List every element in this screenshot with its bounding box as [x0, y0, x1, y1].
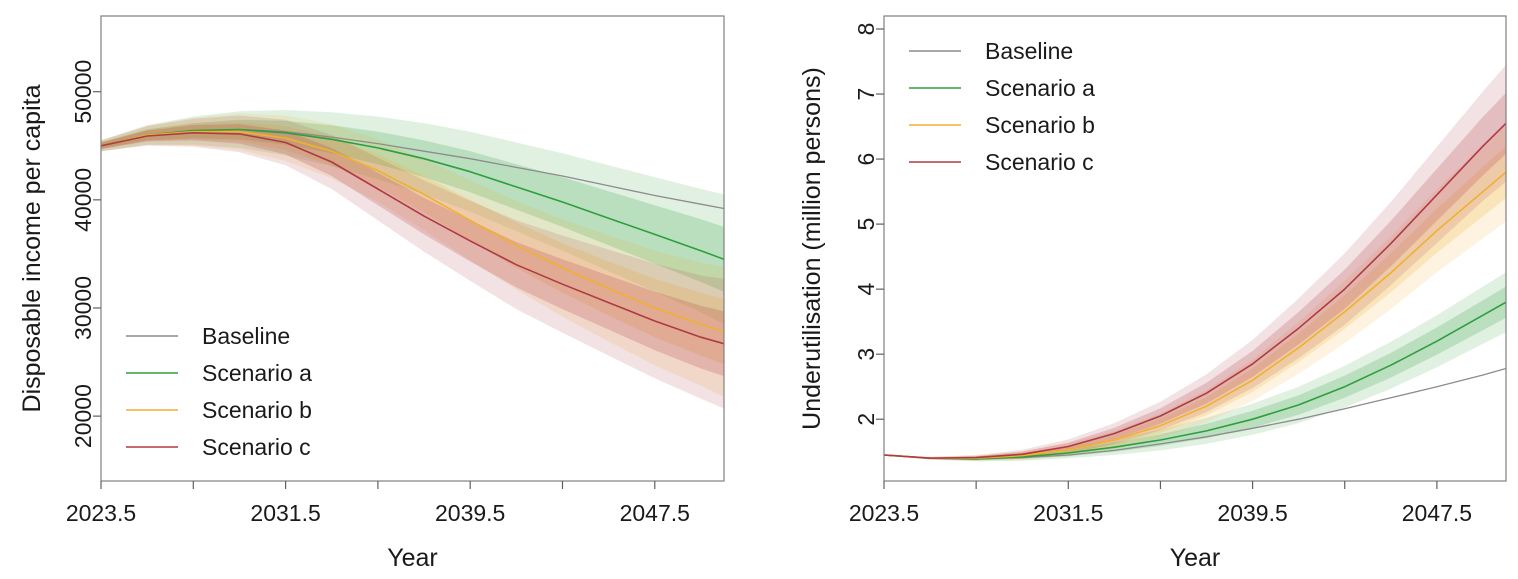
y-tick-label: 40000 [70, 168, 96, 232]
series-line-scenario-b [101, 130, 724, 333]
plot-frame [100, 15, 725, 482]
y-axis-title: Underutilisation (million persons) [798, 67, 826, 430]
band-outer-scenario-a [884, 272, 1506, 462]
x-tick-label: 2031.5 [1033, 500, 1103, 526]
plot-frame [883, 15, 1507, 482]
band-outer-scenario-a [101, 110, 724, 325]
y-tick-label: 2 [853, 413, 879, 426]
y-tick-label: 30000 [70, 276, 96, 340]
legend-label-baseline: Baseline [202, 323, 290, 349]
legend-label-baseline: Baseline [985, 38, 1073, 64]
band-outer-scenario-b [884, 122, 1506, 461]
legend: Baseline Scenario a Scenario b Scenario c [909, 38, 1095, 175]
y-tick-label: 50000 [70, 60, 96, 124]
band-inner-scenario-c [101, 124, 724, 377]
x-tick-label: 2023.5 [849, 500, 919, 526]
band-outer-scenario-c [101, 115, 724, 409]
plot-area [101, 110, 724, 409]
x-tick-label: 2023.5 [66, 500, 136, 526]
band-inner-scenario-a [884, 286, 1506, 461]
series-line-scenario-b [884, 171, 1506, 459]
x-tick-label: 2039.5 [1217, 500, 1287, 526]
legend-label-scenario-c: Scenario c [202, 434, 311, 460]
x-axis-title: Year [1170, 544, 1221, 572]
series-line-scenario-c [884, 122, 1506, 459]
y-axis-title: Disposable income per capita [18, 84, 46, 412]
y-tick-label: 3 [853, 348, 879, 361]
y-tick-label: 5 [853, 218, 879, 231]
plot-area [884, 64, 1506, 462]
y-tick-label: 6 [853, 153, 879, 166]
y-tick-label: 20000 [70, 384, 96, 448]
legend: Baseline Scenario a Scenario b Scenario c [126, 323, 312, 460]
series-line-scenario-a [884, 301, 1506, 460]
band-outer-scenario-b [101, 113, 724, 397]
x-tick-label: 2047.5 [620, 500, 690, 526]
x-tick-label: 2047.5 [1402, 500, 1472, 526]
legend-label-scenario-a: Scenario a [202, 360, 312, 386]
legend-label-scenario-b: Scenario b [202, 397, 312, 423]
underutilisation-chart: 2023.5 2031.5 2039.5 2047.5 2 3 4 5 6 7 8 Year Under… [798, 15, 1507, 572]
x-tick-label: 2031.5 [250, 500, 320, 526]
legend-label-scenario-a: Scenario a [985, 75, 1095, 101]
y-tick-label: 8 [853, 23, 879, 36]
income-chart: 2023.5 2031.5 2039.5 2047.5 20000 30000 40000 5… [18, 15, 725, 572]
y-tick-label: 7 [853, 88, 879, 101]
band-outer-scenario-c [884, 64, 1506, 461]
y-tick-label: 4 [853, 283, 879, 296]
legend-label-scenario-c: Scenario c [985, 149, 1094, 175]
legend-label-scenario-b: Scenario b [985, 112, 1095, 138]
series-line-scenario-c [101, 132, 724, 345]
series-line-scenario-a [101, 128, 724, 261]
x-axis-title: Year [387, 544, 438, 572]
band-inner-scenario-a [101, 119, 724, 292]
x-tick-label: 2039.5 [435, 500, 505, 526]
